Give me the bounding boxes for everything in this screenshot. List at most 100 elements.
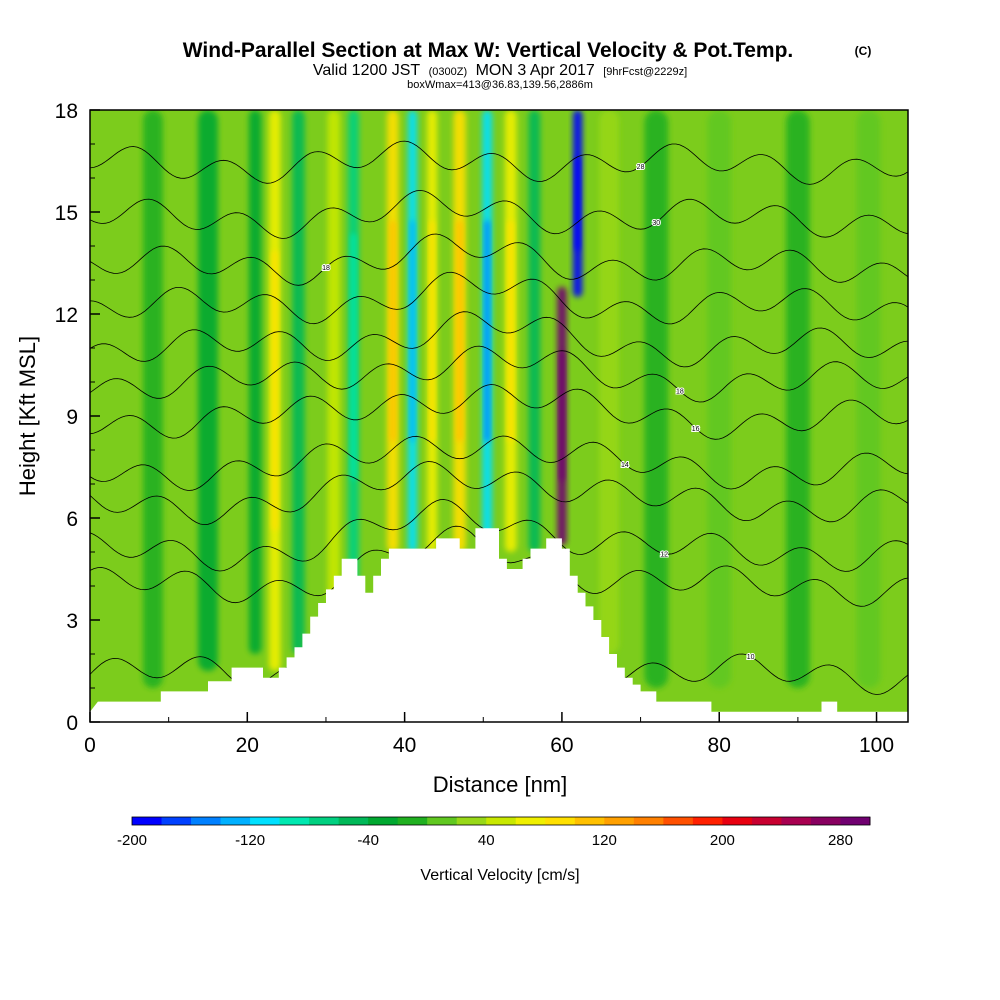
colorbar-swatch bbox=[604, 817, 635, 825]
theta-contour-6 bbox=[90, 345, 908, 403]
velocity-band-19 bbox=[786, 110, 810, 688]
chart-subtitle: Valid 1200 JST (0300Z) MON 3 Apr 2017 [9… bbox=[313, 62, 687, 79]
theta-contour-8 bbox=[90, 271, 908, 325]
colorbar-swatch bbox=[279, 817, 310, 825]
colorbar-swatch bbox=[368, 817, 399, 825]
terrain-profile bbox=[90, 528, 908, 722]
valid-time: Valid 1200 JST bbox=[313, 62, 421, 79]
colorbar-frame bbox=[131, 816, 871, 826]
x-tick-label: 0 bbox=[84, 734, 96, 757]
colorbar-swatch bbox=[840, 817, 871, 825]
colorbar-tick-label: -40 bbox=[357, 832, 379, 849]
forecast-info: [9hrFcst@2229z] bbox=[603, 66, 687, 78]
colorbar-swatch bbox=[250, 817, 281, 825]
velocity-core-6 bbox=[350, 233, 357, 480]
velocity-core-11 bbox=[484, 220, 490, 442]
velocity-band-13 bbox=[528, 110, 541, 552]
y-tick-label: 12 bbox=[55, 304, 78, 327]
velocity-band-20 bbox=[856, 110, 881, 688]
velocity-band-17 bbox=[644, 110, 669, 688]
velocity-band-1 bbox=[198, 110, 218, 671]
colorbar-tick-label: 200 bbox=[710, 832, 735, 849]
velocity-band-16 bbox=[599, 110, 619, 654]
velocity-core-9 bbox=[429, 220, 435, 442]
velocity-band-18 bbox=[707, 110, 732, 688]
x-tick-label: 80 bbox=[708, 734, 731, 757]
y-tick-label: 9 bbox=[66, 406, 78, 429]
plot-area: 10 12 14 16 18 18 30 28 bbox=[90, 110, 908, 722]
colorbar-swatch bbox=[574, 817, 605, 825]
x-tick-label: 100 bbox=[859, 734, 894, 757]
x-axis-label: Distance [nm] bbox=[433, 772, 568, 797]
copyright-mark: (C) bbox=[855, 44, 872, 58]
y-tick-label: 3 bbox=[66, 610, 78, 633]
colorbar-swatch bbox=[486, 817, 517, 825]
velocity-band-2 bbox=[248, 110, 262, 654]
colorbar-swatch bbox=[427, 817, 458, 825]
colorbar-swatch bbox=[161, 817, 192, 825]
theta-contours: 10 12 14 16 18 18 30 28 bbox=[90, 140, 908, 695]
colorbar-tick-label: 120 bbox=[592, 832, 617, 849]
x-tick-label: 20 bbox=[236, 734, 259, 757]
theta-contour-label-11: 28 bbox=[637, 164, 645, 171]
theta-contour-5 bbox=[90, 384, 908, 440]
y-tick-label: 18 bbox=[55, 100, 78, 123]
colorbar-label: Vertical Velocity [cm/s] bbox=[420, 867, 579, 884]
x-tick-label: 60 bbox=[550, 734, 573, 757]
velocity-core-15 bbox=[575, 156, 581, 251]
colorbar-swatch bbox=[663, 817, 694, 825]
colorbar-swatch bbox=[781, 817, 812, 825]
colorbar-swatch bbox=[309, 817, 340, 825]
theta-contour-label-2: 12 bbox=[660, 551, 668, 558]
velocity-field bbox=[143, 110, 881, 688]
colorbar-swatch bbox=[633, 817, 664, 825]
box-max-info: boxWmax=413@36.83,139.56,2886m bbox=[407, 79, 593, 91]
theta-contour-label-9: 18 bbox=[322, 265, 330, 272]
colorbar-swatch bbox=[338, 817, 369, 825]
x-axis: 0 20 40 60 80 100 bbox=[84, 712, 894, 757]
velocity-band-0 bbox=[143, 110, 163, 688]
colorbar-swatch bbox=[515, 817, 546, 825]
theta-contour-10 bbox=[90, 189, 908, 239]
y-axis: 0 3 6 9 12 15 18 bbox=[55, 100, 100, 735]
theta-contour-label-4: 14 bbox=[621, 462, 629, 469]
colorbar-swatch bbox=[397, 817, 428, 825]
velocity-core-3 bbox=[271, 250, 278, 531]
velocity-core-12 bbox=[507, 220, 514, 442]
colorbar-swatch bbox=[692, 817, 723, 825]
y-tick-label: 0 bbox=[66, 712, 78, 735]
colorbar-tick-label: -120 bbox=[235, 832, 265, 849]
chart-title: Wind-Parallel Section at Max W: Vertical… bbox=[183, 39, 794, 62]
velocity-core-7 bbox=[389, 220, 396, 442]
velocity-core-10 bbox=[456, 220, 463, 442]
colorbar-tick-label: 40 bbox=[478, 832, 495, 849]
theta-contour-3 bbox=[90, 461, 908, 526]
colorbar-swatch bbox=[132, 817, 163, 825]
theta-contour-11 bbox=[90, 140, 908, 185]
colorbar-swatch bbox=[220, 817, 251, 825]
colorbar-swatch bbox=[810, 817, 841, 825]
colorbar-swatch bbox=[456, 817, 487, 825]
colorbar-swatch bbox=[191, 817, 222, 825]
velocity-core-14 bbox=[559, 351, 565, 481]
y-tick-label: 15 bbox=[55, 202, 78, 225]
valid-date: MON 3 Apr 2017 bbox=[476, 62, 595, 79]
x-tick-label: 40 bbox=[393, 734, 416, 757]
colorbar-tick-label: 280 bbox=[828, 832, 853, 849]
colorbar-swatch bbox=[722, 817, 753, 825]
theta-contour-label-5: 16 bbox=[692, 426, 700, 433]
y-axis-label: Height [Kft MSL] bbox=[15, 336, 40, 496]
velocity-band-5 bbox=[327, 110, 341, 603]
valid-utc: (0300Z) bbox=[429, 66, 468, 78]
velocity-band-4 bbox=[292, 110, 305, 654]
theta-contour-label-6: 18 bbox=[676, 388, 684, 395]
colorbar-swatch bbox=[751, 817, 782, 825]
y-tick-label: 6 bbox=[66, 508, 78, 531]
colorbar: -200 -120 -40 40 120 200 280 bbox=[117, 816, 871, 849]
theta-contour-4 bbox=[90, 435, 908, 491]
theta-contour-7 bbox=[90, 311, 908, 368]
colorbar-tick-label: -200 bbox=[117, 832, 147, 849]
theta-contour-9 bbox=[90, 233, 908, 286]
velocity-core-8 bbox=[410, 220, 415, 442]
